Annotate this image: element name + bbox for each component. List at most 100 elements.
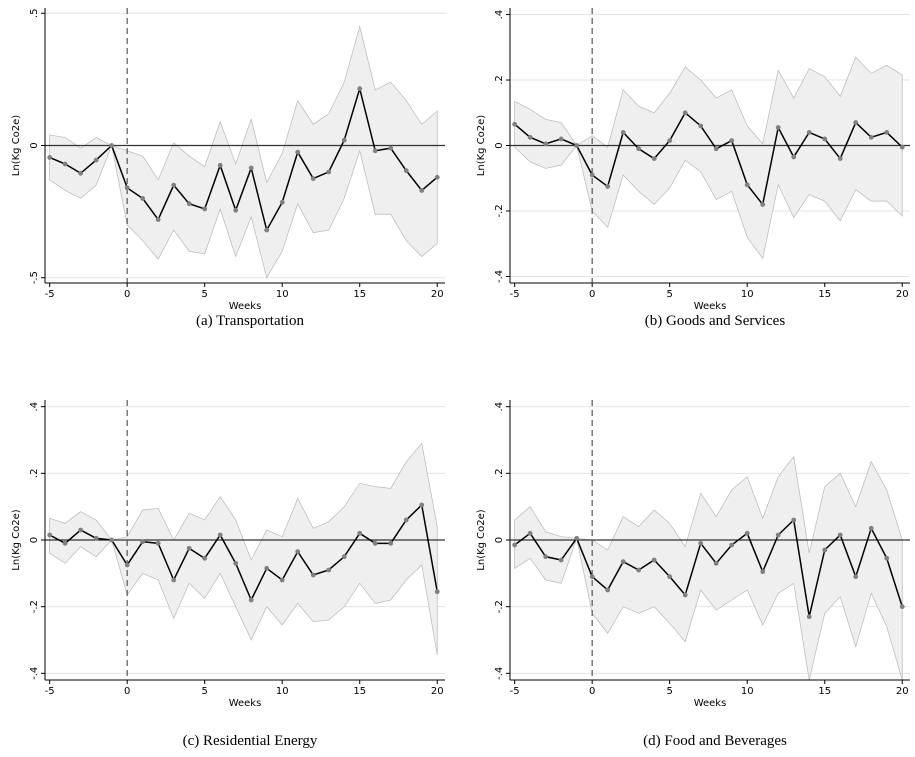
x-tick-label: 15 — [353, 289, 366, 300]
point — [124, 562, 130, 568]
point — [651, 557, 657, 563]
point — [729, 138, 735, 143]
point — [729, 542, 735, 548]
point — [853, 120, 859, 125]
y-tick-label: .2 — [494, 75, 505, 85]
point — [806, 614, 812, 620]
x-tick-label: -5 — [45, 289, 55, 300]
y-tick-label: -.4 — [29, 667, 40, 680]
y-tick-label: 0 — [494, 142, 505, 148]
x-tick-label: 15 — [818, 686, 831, 697]
point — [62, 540, 68, 546]
point — [605, 184, 611, 189]
point — [372, 148, 378, 154]
point — [357, 530, 363, 536]
estimate-line — [514, 518, 903, 617]
point — [78, 527, 84, 533]
point — [217, 532, 223, 538]
point — [760, 569, 766, 575]
caption: (a) Transportation — [196, 313, 304, 329]
y-tick-label: .5 — [29, 9, 40, 19]
x-tick-label: 5 — [202, 686, 208, 697]
point — [667, 138, 673, 143]
point — [388, 540, 394, 546]
point — [248, 597, 254, 603]
point — [667, 574, 673, 580]
point — [248, 165, 254, 171]
point — [295, 549, 301, 555]
point — [434, 589, 440, 595]
x-axis-title: Weeks — [229, 301, 262, 312]
confidence-band — [49, 25, 438, 279]
y-tick-label: -.2 — [29, 600, 40, 613]
point — [171, 577, 177, 583]
point — [233, 560, 239, 566]
x-tick-label: -5 — [510, 289, 520, 300]
y-tick-label: .4 — [29, 402, 40, 412]
point — [372, 540, 378, 546]
point — [558, 136, 564, 142]
point — [574, 535, 580, 541]
point — [806, 130, 812, 135]
y-tick-label: .4 — [494, 402, 505, 412]
point — [326, 169, 332, 175]
point — [868, 134, 874, 140]
point — [186, 201, 192, 207]
point — [93, 535, 99, 541]
caption: (d) Food and Beverages — [643, 733, 787, 749]
point — [264, 565, 270, 571]
point — [698, 540, 704, 546]
point — [264, 227, 270, 233]
point — [403, 168, 409, 174]
panel: -.4 -.2 0 .2 .4 -5 0 5 10 15 20 Weeks Ln(Kg Co2e) (c)… — [11, 400, 445, 749]
x-tick-label: 10 — [276, 686, 289, 697]
point — [434, 174, 440, 180]
y-axis-title: Ln(Kg Co2e) — [11, 115, 22, 177]
y-tick-label: -.2 — [494, 600, 505, 613]
point — [109, 537, 115, 543]
y-tick-label: -.4 — [494, 270, 505, 283]
point — [884, 555, 890, 561]
x-tick-label: -5 — [45, 686, 55, 697]
point — [419, 502, 425, 508]
x-tick-label: 15 — [818, 289, 831, 300]
point — [698, 123, 704, 129]
x-tick-label: 0 — [124, 686, 130, 697]
point — [217, 162, 223, 168]
point — [202, 555, 208, 561]
point — [310, 572, 316, 578]
x-tick-label: 20 — [896, 686, 909, 697]
x-axis-title: Weeks — [229, 698, 262, 709]
point — [651, 156, 657, 161]
point — [419, 188, 425, 193]
point — [47, 532, 53, 538]
point — [512, 121, 518, 127]
point — [326, 567, 332, 573]
estimate-line — [49, 85, 438, 233]
point — [109, 143, 115, 148]
point — [341, 554, 347, 560]
point — [279, 577, 285, 583]
x-tick-label: 10 — [741, 289, 754, 300]
point — [140, 539, 146, 545]
point — [775, 125, 781, 130]
x-tick-label: 20 — [896, 289, 909, 300]
point — [822, 547, 828, 553]
y-axis-title: Ln(Kg Co2e) — [476, 509, 487, 571]
x-tick-label: 5 — [202, 289, 208, 300]
point — [527, 530, 533, 536]
confidence-band — [49, 442, 438, 656]
point — [388, 145, 394, 151]
point — [527, 134, 533, 140]
x-tick-label: 10 — [741, 686, 754, 697]
y-axis-title: Ln(Kg Co2e) — [476, 115, 487, 177]
point — [124, 185, 130, 191]
point — [558, 557, 564, 563]
point — [713, 146, 719, 152]
point — [589, 172, 595, 178]
x-tick-label: 0 — [124, 289, 130, 300]
panel: -.5 0 .5 -5 0 5 10 15 20 Weeks Ln(Kg Co2e) (a) Tran… — [11, 8, 445, 329]
point — [899, 604, 905, 610]
point — [636, 567, 642, 573]
point — [868, 525, 874, 531]
